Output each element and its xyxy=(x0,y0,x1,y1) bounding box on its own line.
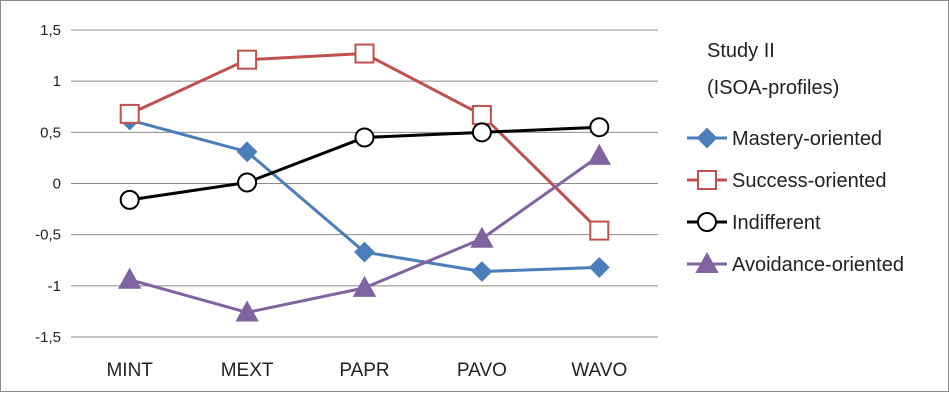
y-tick-label: 1,5 xyxy=(40,22,61,39)
legend-marker-avoidance-oriented xyxy=(695,251,719,273)
x-tick-label: PAVO xyxy=(457,360,507,381)
chart-title-line-2: (ISOA-profiles) xyxy=(707,77,839,99)
x-tick-label: WAVO xyxy=(571,360,627,381)
legend-label-indifferent: Indifferent xyxy=(732,212,821,234)
series-lines xyxy=(129,52,601,314)
data-point-avoidance-oriented xyxy=(470,226,494,248)
x-axis-ticks: MINT MEXT PAPR PAVO WAVO xyxy=(106,360,627,381)
data-point-success-oriented xyxy=(237,49,258,70)
data-point-avoidance-oriented xyxy=(587,143,611,165)
data-point-avoidance-oriented xyxy=(118,267,142,289)
data-point-avoidance-oriented xyxy=(352,275,377,297)
y-tick-label: 1 xyxy=(53,73,61,90)
data-point-indifferent xyxy=(237,172,258,193)
x-tick-label: MEXT xyxy=(221,360,274,381)
series-markers xyxy=(118,43,611,322)
x-tick-label: PAPR xyxy=(339,360,389,381)
legend-marker-indifferent xyxy=(697,212,717,232)
y-axis-ticks: 1,5 1 0,5 0 -0,5 -1 -1,5 xyxy=(35,22,61,346)
data-point-indifferent xyxy=(589,117,610,138)
y-tick-label: -0,5 xyxy=(35,227,61,244)
legend-label-success-oriented: Success-oriented xyxy=(732,170,887,192)
x-tick-label: MINT xyxy=(106,360,153,381)
legend-marker-success-oriented xyxy=(697,170,717,190)
data-point-success-oriented xyxy=(354,43,375,64)
legend-marker-mastery-oriented xyxy=(696,127,718,149)
data-point-success-oriented xyxy=(471,104,492,125)
y-tick-label: -1 xyxy=(48,278,61,295)
y-tick-label: 0,5 xyxy=(40,124,61,141)
legend: Study II (ISOA-profiles) Mastery-oriente… xyxy=(687,40,904,276)
legend-label-mastery-oriented: Mastery-oriented xyxy=(732,128,882,150)
data-point-indifferent xyxy=(471,122,492,143)
data-point-avoidance-oriented xyxy=(235,300,259,322)
data-point-mastery-oriented xyxy=(236,141,258,163)
data-point-mastery-oriented xyxy=(354,241,375,263)
data-point-success-oriented xyxy=(589,220,610,241)
legend-label-avoidance-oriented: Avoidance-oriented xyxy=(732,254,904,276)
y-tick-label: -1,5 xyxy=(35,329,61,346)
data-point-indifferent xyxy=(354,127,375,148)
data-point-mastery-oriented xyxy=(588,256,610,278)
data-point-success-oriented xyxy=(119,103,140,124)
chart-title-line-1: Study II xyxy=(707,40,775,62)
y-tick-label: 0 xyxy=(53,176,61,193)
data-point-mastery-oriented xyxy=(471,261,493,282)
data-point-indifferent xyxy=(119,189,140,210)
